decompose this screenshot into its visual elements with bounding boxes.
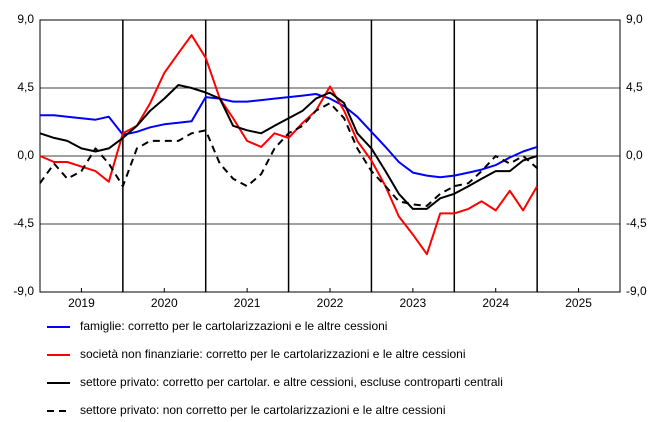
x-tick-label: 2020 [151,296,178,310]
y-tick-label: 4,5 [17,80,34,94]
y-tick-label: 9,0 [17,12,34,26]
legend-label: settore privato: non corretto per le car… [80,403,446,417]
legend-label: società non finanziarie: corretto per le… [80,347,466,361]
x-tick-label: 2023 [400,296,427,310]
series-line [39,102,538,207]
y2-tick-label: 0,0 [626,148,643,162]
y2-tick-label: -4,5 [626,216,647,230]
y-tick-label: -9,0 [13,284,34,298]
x-tick-label: 2024 [482,296,509,310]
y-tick-label: -4,5 [13,216,34,230]
y2-tick-label: -9,0 [626,284,647,298]
x-tick-label: 2019 [68,296,95,310]
y2-tick-label: 4,5 [626,80,643,94]
legend-label: settore privato: corretto per cartolar. … [80,375,503,389]
y2-tick-label: 9,0 [626,12,643,26]
x-tick-label: 2021 [234,296,261,310]
series-line [39,34,538,256]
legend-label: famiglie: corretto per le cartolarizzazi… [80,319,387,333]
x-tick-label: 2025 [565,296,592,310]
y-tick-label: 0,0 [17,148,34,162]
series-line [39,84,538,210]
x-tick-label: 2022 [317,296,344,310]
